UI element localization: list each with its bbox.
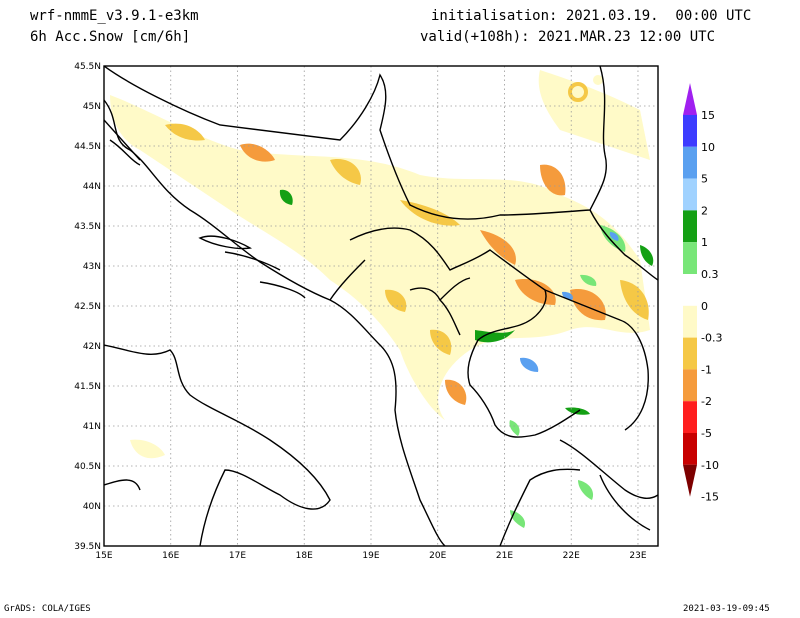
colorbar-label: -1: [701, 363, 712, 376]
grid-lines: [104, 66, 658, 546]
colorbar-swatch: [683, 337, 697, 370]
colorbar-swatch: [683, 274, 697, 306]
colorbar-swatch: [683, 401, 697, 433]
lon-label: 23E: [629, 551, 646, 561]
lat-label: 45.5N: [74, 62, 101, 72]
colorbar-label: 1: [701, 236, 708, 249]
lat-label: 42.5N: [74, 302, 101, 312]
lat-label: 41.5N: [74, 382, 101, 392]
colorbar-label: -5: [701, 427, 712, 440]
colorbar-swatch: [683, 178, 697, 211]
model-title: wrf-nmmE_v3.9.1-e3km: [30, 8, 199, 24]
lat-label: 40N: [83, 502, 101, 512]
snow-field: [110, 70, 654, 528]
colorbar-label: 5: [701, 173, 708, 186]
colorbar-label: 10: [701, 141, 715, 154]
latitude-labels: 45.5N 45N 44.5N 44N 43.5N 43N 42.5N 42N 41.5N 41N…: [74, 62, 101, 552]
coastlines-borders: [104, 66, 658, 546]
lat-label: 41N: [83, 422, 101, 432]
lat-label: 43N: [83, 262, 101, 272]
init-time: initialisation: 2021.03.19. 00:00 UTC: [431, 8, 752, 24]
colorbar-label: 0.3: [701, 268, 719, 281]
footer-credit: GrADS: COLA/IGES: [4, 604, 91, 614]
valid-time: valid(+108h): 2021.MAR.23 12:00 UTC: [420, 29, 716, 45]
lon-label: 17E: [229, 551, 246, 561]
lon-label: 20E: [429, 551, 446, 561]
colorbar-swatch: [683, 115, 697, 147]
colorbar-label: 15: [701, 109, 715, 122]
lat-label: 43.5N: [74, 222, 101, 232]
colorbar-swatch: [683, 305, 697, 338]
lat-label: 44N: [83, 182, 101, 192]
footer-timestamp: 2021-03-19-09:45: [683, 604, 770, 614]
colorbar-label: 2: [701, 204, 708, 217]
lat-label: 45N: [83, 102, 101, 112]
colorbar-top-arrow: [683, 83, 697, 115]
lat-label: 40.5N: [74, 462, 101, 472]
plot-frame: [103, 65, 659, 547]
lon-label: 16E: [162, 551, 179, 561]
colorbar-label: -10: [701, 459, 719, 472]
lat-label: 44.5N: [74, 142, 101, 152]
lon-label: 15E: [95, 551, 112, 561]
lat-label: 42N: [83, 342, 101, 352]
colorbar-label: -15: [701, 491, 719, 504]
lon-label: 21E: [496, 551, 513, 561]
lon-label: 18E: [296, 551, 313, 561]
colorbar-label: -2: [701, 395, 712, 408]
colorbar-swatch: [683, 146, 697, 179]
colorbar-swatch: [683, 369, 697, 402]
colorbar-swatch: [683, 433, 697, 465]
colorbar-label: -0.3: [701, 332, 722, 345]
variable-title: 6h Acc.Snow [cm/6h]: [30, 29, 191, 45]
colorbar-label: 0: [701, 300, 708, 313]
lat-label: 39.5N: [74, 542, 101, 552]
colorbar-swatch: [683, 210, 697, 243]
lon-label: 19E: [362, 551, 379, 561]
lon-label: 22E: [563, 551, 580, 561]
colorbar-bottom-arrow: [683, 464, 697, 497]
colorbar: 15 10 5 2 1 0.3 0 -0.3 -1 -2 -5 -10 -15: [683, 83, 722, 504]
colorbar-swatch: [683, 242, 697, 274]
longitude-labels: 15E 16E 17E 18E 19E 20E 21E 22E 23E: [95, 551, 646, 561]
